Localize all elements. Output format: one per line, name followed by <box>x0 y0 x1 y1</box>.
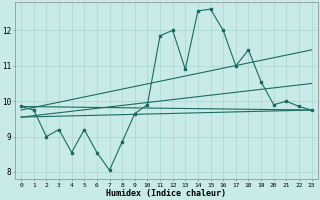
X-axis label: Humidex (Indice chaleur): Humidex (Indice chaleur) <box>106 189 226 198</box>
